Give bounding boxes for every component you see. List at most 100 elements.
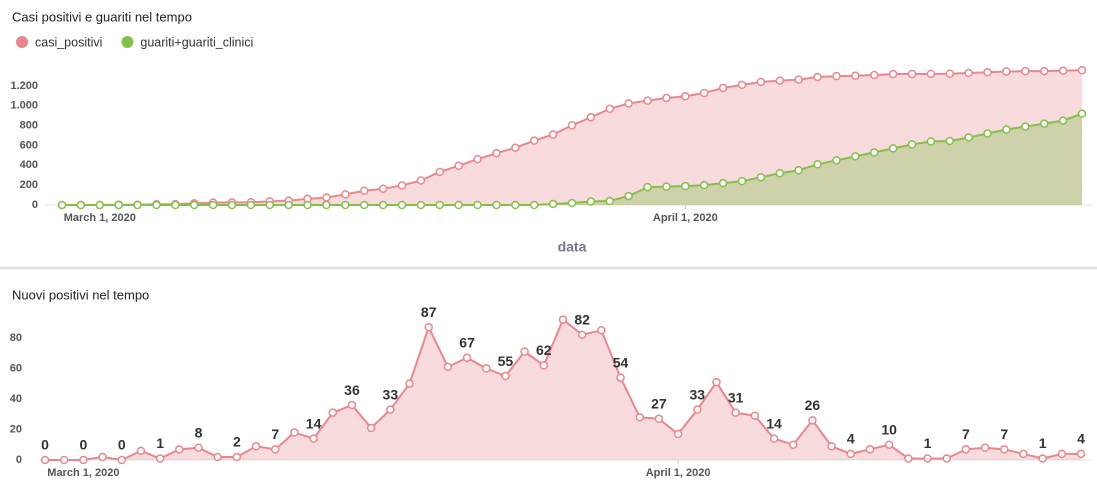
point — [869, 70, 879, 80]
y-tick-label: 1.200 — [10, 80, 38, 92]
point — [511, 200, 520, 210]
point — [865, 445, 875, 454]
point — [624, 99, 633, 108]
point — [213, 452, 222, 462]
point — [1039, 119, 1049, 128]
point — [492, 148, 501, 158]
point — [693, 405, 702, 414]
point — [586, 112, 596, 122]
point — [397, 181, 407, 190]
data-label: 62 — [536, 342, 552, 358]
point — [942, 454, 951, 463]
point — [1000, 445, 1009, 454]
data-label: 27 — [651, 395, 667, 411]
point — [40, 455, 50, 465]
point — [888, 144, 898, 153]
point — [756, 77, 766, 87]
legend-label: guariti+guariti_clinici — [140, 35, 253, 49]
point — [756, 172, 766, 182]
point — [482, 364, 491, 373]
point — [832, 71, 841, 81]
point — [907, 69, 917, 79]
point — [290, 428, 299, 437]
point — [907, 140, 917, 149]
point — [699, 180, 709, 190]
point — [309, 434, 318, 443]
point — [567, 121, 577, 130]
x-tick-label: April 1, 2020 — [646, 467, 711, 479]
chart-title: Nuovi positivi nel tempo — [12, 287, 149, 302]
point — [462, 353, 472, 362]
data-label: 0 — [79, 437, 87, 453]
data-label: 87 — [421, 304, 437, 320]
point — [246, 200, 256, 210]
point — [1002, 67, 1011, 76]
point — [624, 191, 633, 201]
point — [1057, 449, 1067, 459]
point — [605, 196, 615, 206]
point — [152, 200, 161, 210]
data-label: 1 — [156, 435, 164, 451]
point — [567, 198, 577, 208]
point — [788, 440, 798, 449]
point — [643, 96, 652, 105]
point — [846, 449, 856, 459]
point — [586, 197, 596, 206]
point — [904, 454, 913, 463]
point — [964, 68, 973, 78]
point — [322, 193, 331, 202]
legend-swatch — [121, 36, 134, 48]
point — [737, 176, 747, 186]
y-tick-label: 400 — [20, 159, 38, 171]
point — [737, 80, 747, 90]
point — [208, 200, 218, 210]
y-tick-label: 200 — [20, 179, 38, 191]
point — [359, 186, 369, 196]
point — [945, 136, 955, 146]
legend-swatch — [16, 36, 28, 48]
point — [808, 416, 817, 425]
data-label: 10 — [881, 421, 897, 437]
data-label: 33 — [383, 386, 399, 402]
point — [769, 434, 779, 443]
point — [775, 76, 785, 85]
point — [558, 315, 568, 324]
point — [983, 129, 992, 138]
point — [175, 445, 184, 454]
point — [888, 69, 898, 79]
point — [1038, 454, 1047, 463]
x-tick-label: March 1, 2020 — [47, 467, 119, 479]
data-label: 82 — [574, 312, 590, 328]
data-label: 67 — [459, 334, 475, 350]
point — [945, 69, 955, 78]
point — [1058, 66, 1068, 75]
point — [1077, 66, 1087, 75]
area — [62, 70, 1082, 205]
point — [775, 168, 785, 178]
point — [662, 93, 671, 103]
area — [62, 113, 1082, 205]
data-label: 1 — [1039, 435, 1047, 451]
point — [386, 405, 395, 414]
data-label: 8 — [195, 424, 203, 440]
point — [597, 326, 606, 335]
point — [59, 455, 69, 465]
point — [194, 443, 203, 453]
point — [794, 166, 803, 175]
point — [416, 200, 426, 210]
data-label: 4 — [847, 431, 855, 447]
data-label: 33 — [690, 386, 706, 402]
point — [133, 200, 142, 210]
point — [1076, 449, 1086, 459]
point — [1019, 449, 1028, 459]
point — [76, 200, 86, 210]
point — [827, 442, 836, 451]
data-label: 7 — [1000, 426, 1008, 442]
area — [45, 319, 1081, 460]
point — [869, 148, 879, 157]
point — [923, 454, 932, 463]
point — [366, 423, 376, 433]
data-label: 2 — [233, 434, 241, 450]
